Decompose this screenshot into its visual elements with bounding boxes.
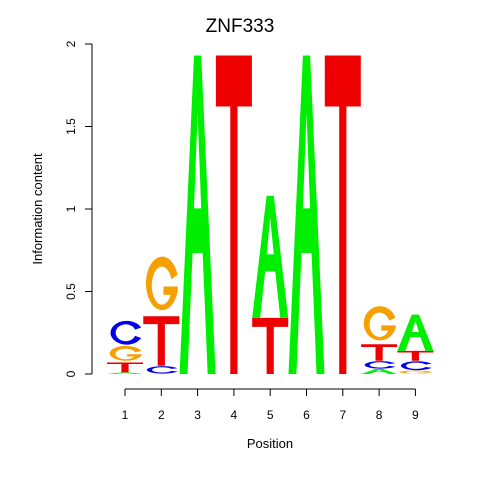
y-tick-label: 2: [64, 40, 78, 47]
y-tick-label: 0.5: [64, 283, 78, 300]
x-tick-label: 6: [303, 408, 310, 422]
letter-A: [107, 372, 143, 374]
x-tick-label: 7: [339, 408, 346, 422]
letter-C: [110, 320, 142, 345]
stack-position-3: [179, 55, 216, 375]
y-axis: 0 0.5 1 1.5 2: [64, 40, 93, 377]
letter-C: [364, 361, 396, 369]
logo-stacks: [107, 55, 434, 375]
letter-G: [109, 345, 142, 361]
y-tick-label: 1.5: [64, 118, 78, 135]
letter-T: [215, 55, 252, 375]
letter-A: [397, 314, 434, 351]
letter-T: [324, 55, 361, 375]
y-axis-label: Information content: [30, 153, 45, 265]
y-tick-label: 1: [64, 205, 78, 212]
x-tick-label: 4: [231, 408, 238, 422]
letter-T: [143, 316, 180, 366]
letter-C: [146, 366, 178, 374]
x-axis: 1 2 3 4 5 6 7 8 9: [122, 388, 419, 422]
x-axis-label: Position: [247, 436, 293, 451]
x-tick-label: 1: [122, 408, 129, 422]
y-tick-label: 0: [64, 370, 78, 377]
stack-position-2: [143, 256, 180, 374]
letter-A: [361, 369, 398, 374]
letter-A: [252, 195, 289, 318]
letter-T: [252, 317, 289, 374]
stack-position-1: [107, 320, 143, 374]
x-tick-label: 5: [267, 408, 274, 422]
letter-A: [288, 55, 325, 375]
stack-position-7: [324, 55, 361, 375]
letter-C: [400, 361, 432, 371]
stack-position-9: [397, 314, 434, 374]
letter-G: [145, 256, 178, 311]
x-tick-label: 3: [194, 408, 201, 422]
stack-position-6: [288, 55, 325, 375]
letter-T: [361, 344, 398, 361]
x-tick-label: 9: [412, 408, 419, 422]
x-tick-label: 8: [376, 408, 383, 422]
letter-G: [363, 306, 396, 341]
x-tick-label: 2: [158, 408, 165, 422]
chart-title: ZNF333: [206, 16, 275, 37]
stack-position-8: [361, 306, 398, 374]
letter-T: [397, 350, 434, 361]
stack-position-5: [252, 195, 289, 374]
letter-T: [107, 362, 143, 373]
letter-A: [179, 55, 216, 375]
letter-G: [400, 370, 432, 374]
stack-position-4: [215, 55, 252, 375]
